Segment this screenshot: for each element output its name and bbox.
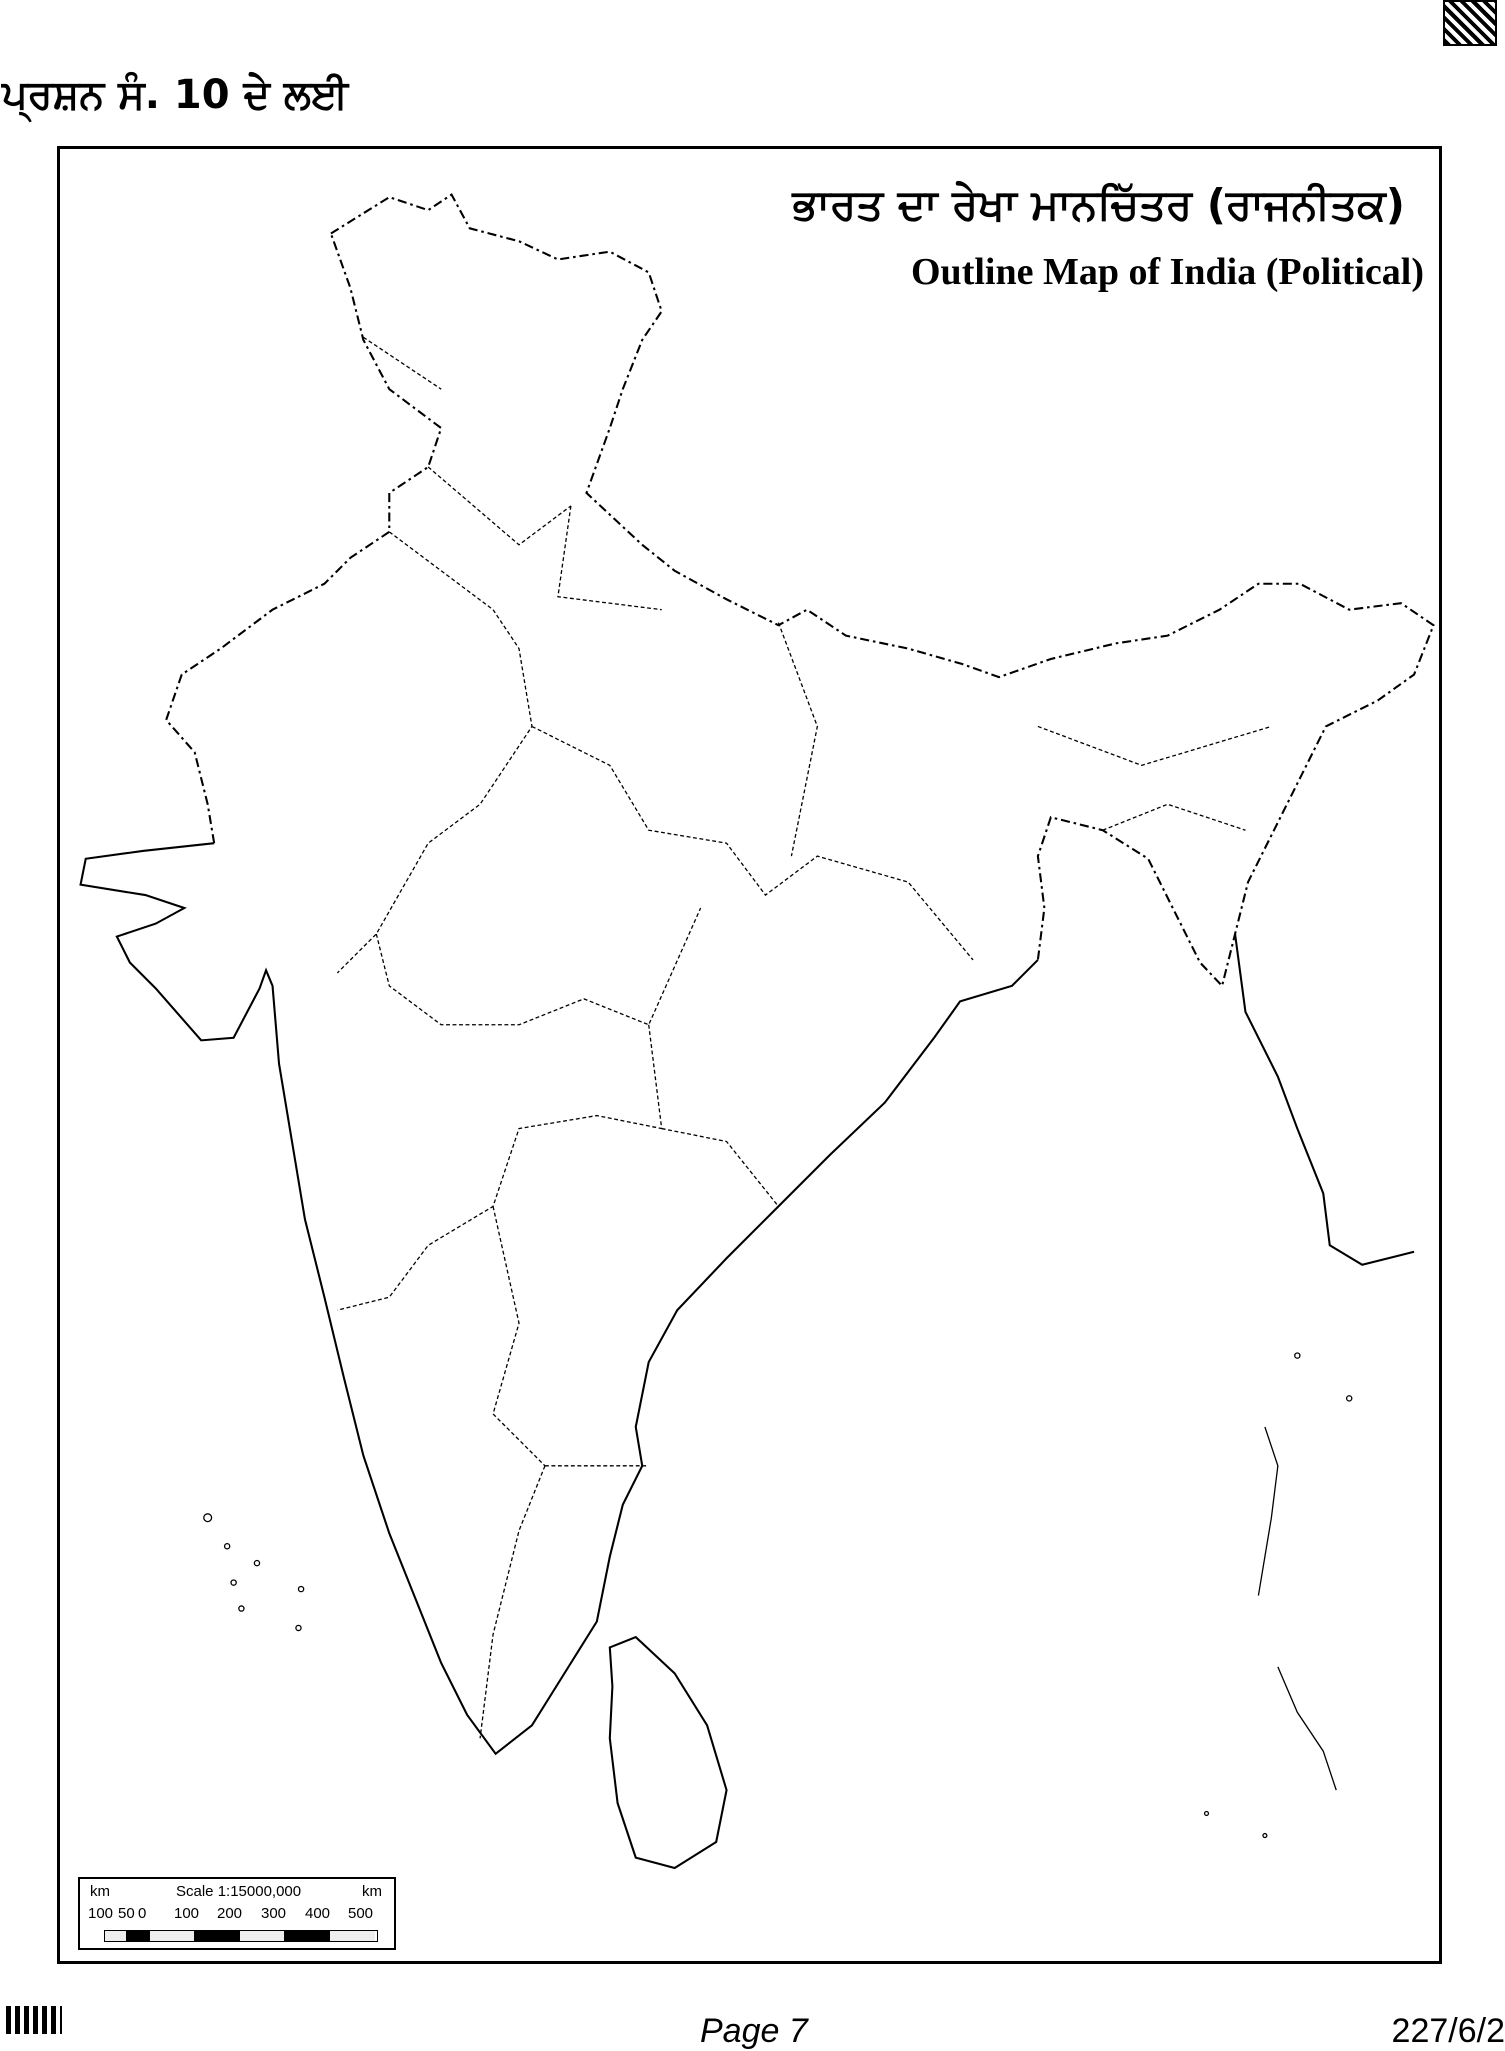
scale-label: Scale 1:15000,000 [176, 1883, 302, 1900]
scale-tick: 50 [118, 1905, 135, 1922]
page-number: Page 7 [700, 2012, 808, 2050]
coastline [79, 842, 1039, 1756]
map-frame [57, 146, 1442, 1964]
map-title-english: Outline Map of India (Political) [911, 251, 1424, 293]
qr-code [1443, 0, 1497, 46]
scale-bar: km Scale 1:15000,000 km 100 50 0 100 200… [78, 1877, 396, 1950]
islands [203, 1352, 1353, 1839]
international-border [164, 193, 1435, 988]
qr-code [6, 2006, 62, 2034]
scale-unit-right: km [362, 1883, 382, 1900]
scale-unit-left: km [90, 1883, 110, 1900]
myanmar-coast [1234, 933, 1415, 1266]
question-label: ਪ੍ਰਸ਼ਨ ਸੰ. 10 ਦੇ ਲਈ [2, 72, 349, 118]
scale-tick: 100 [174, 1905, 200, 1922]
scale-segments [104, 1930, 378, 1942]
scale-tick: 500 [348, 1905, 374, 1922]
scale-tick: 300 [261, 1905, 287, 1922]
scale-tick: 400 [305, 1905, 331, 1922]
map-title-punjabi: ਭਾਰਤ ਦਾ ਰੇਖਾ ਮਾਨਚਿੱਤਰ (ਰਾਜਨੀਤਕ) [792, 180, 1405, 229]
scale-tick: 100 [88, 1905, 114, 1922]
paper-code: 227/6/2 [1391, 2012, 1505, 2050]
scale-tick: 200 [217, 1905, 243, 1922]
state-boundaries [336, 336, 1272, 1739]
scale-tick: 0 [138, 1905, 147, 1922]
sri-lanka [608, 1635, 728, 1870]
